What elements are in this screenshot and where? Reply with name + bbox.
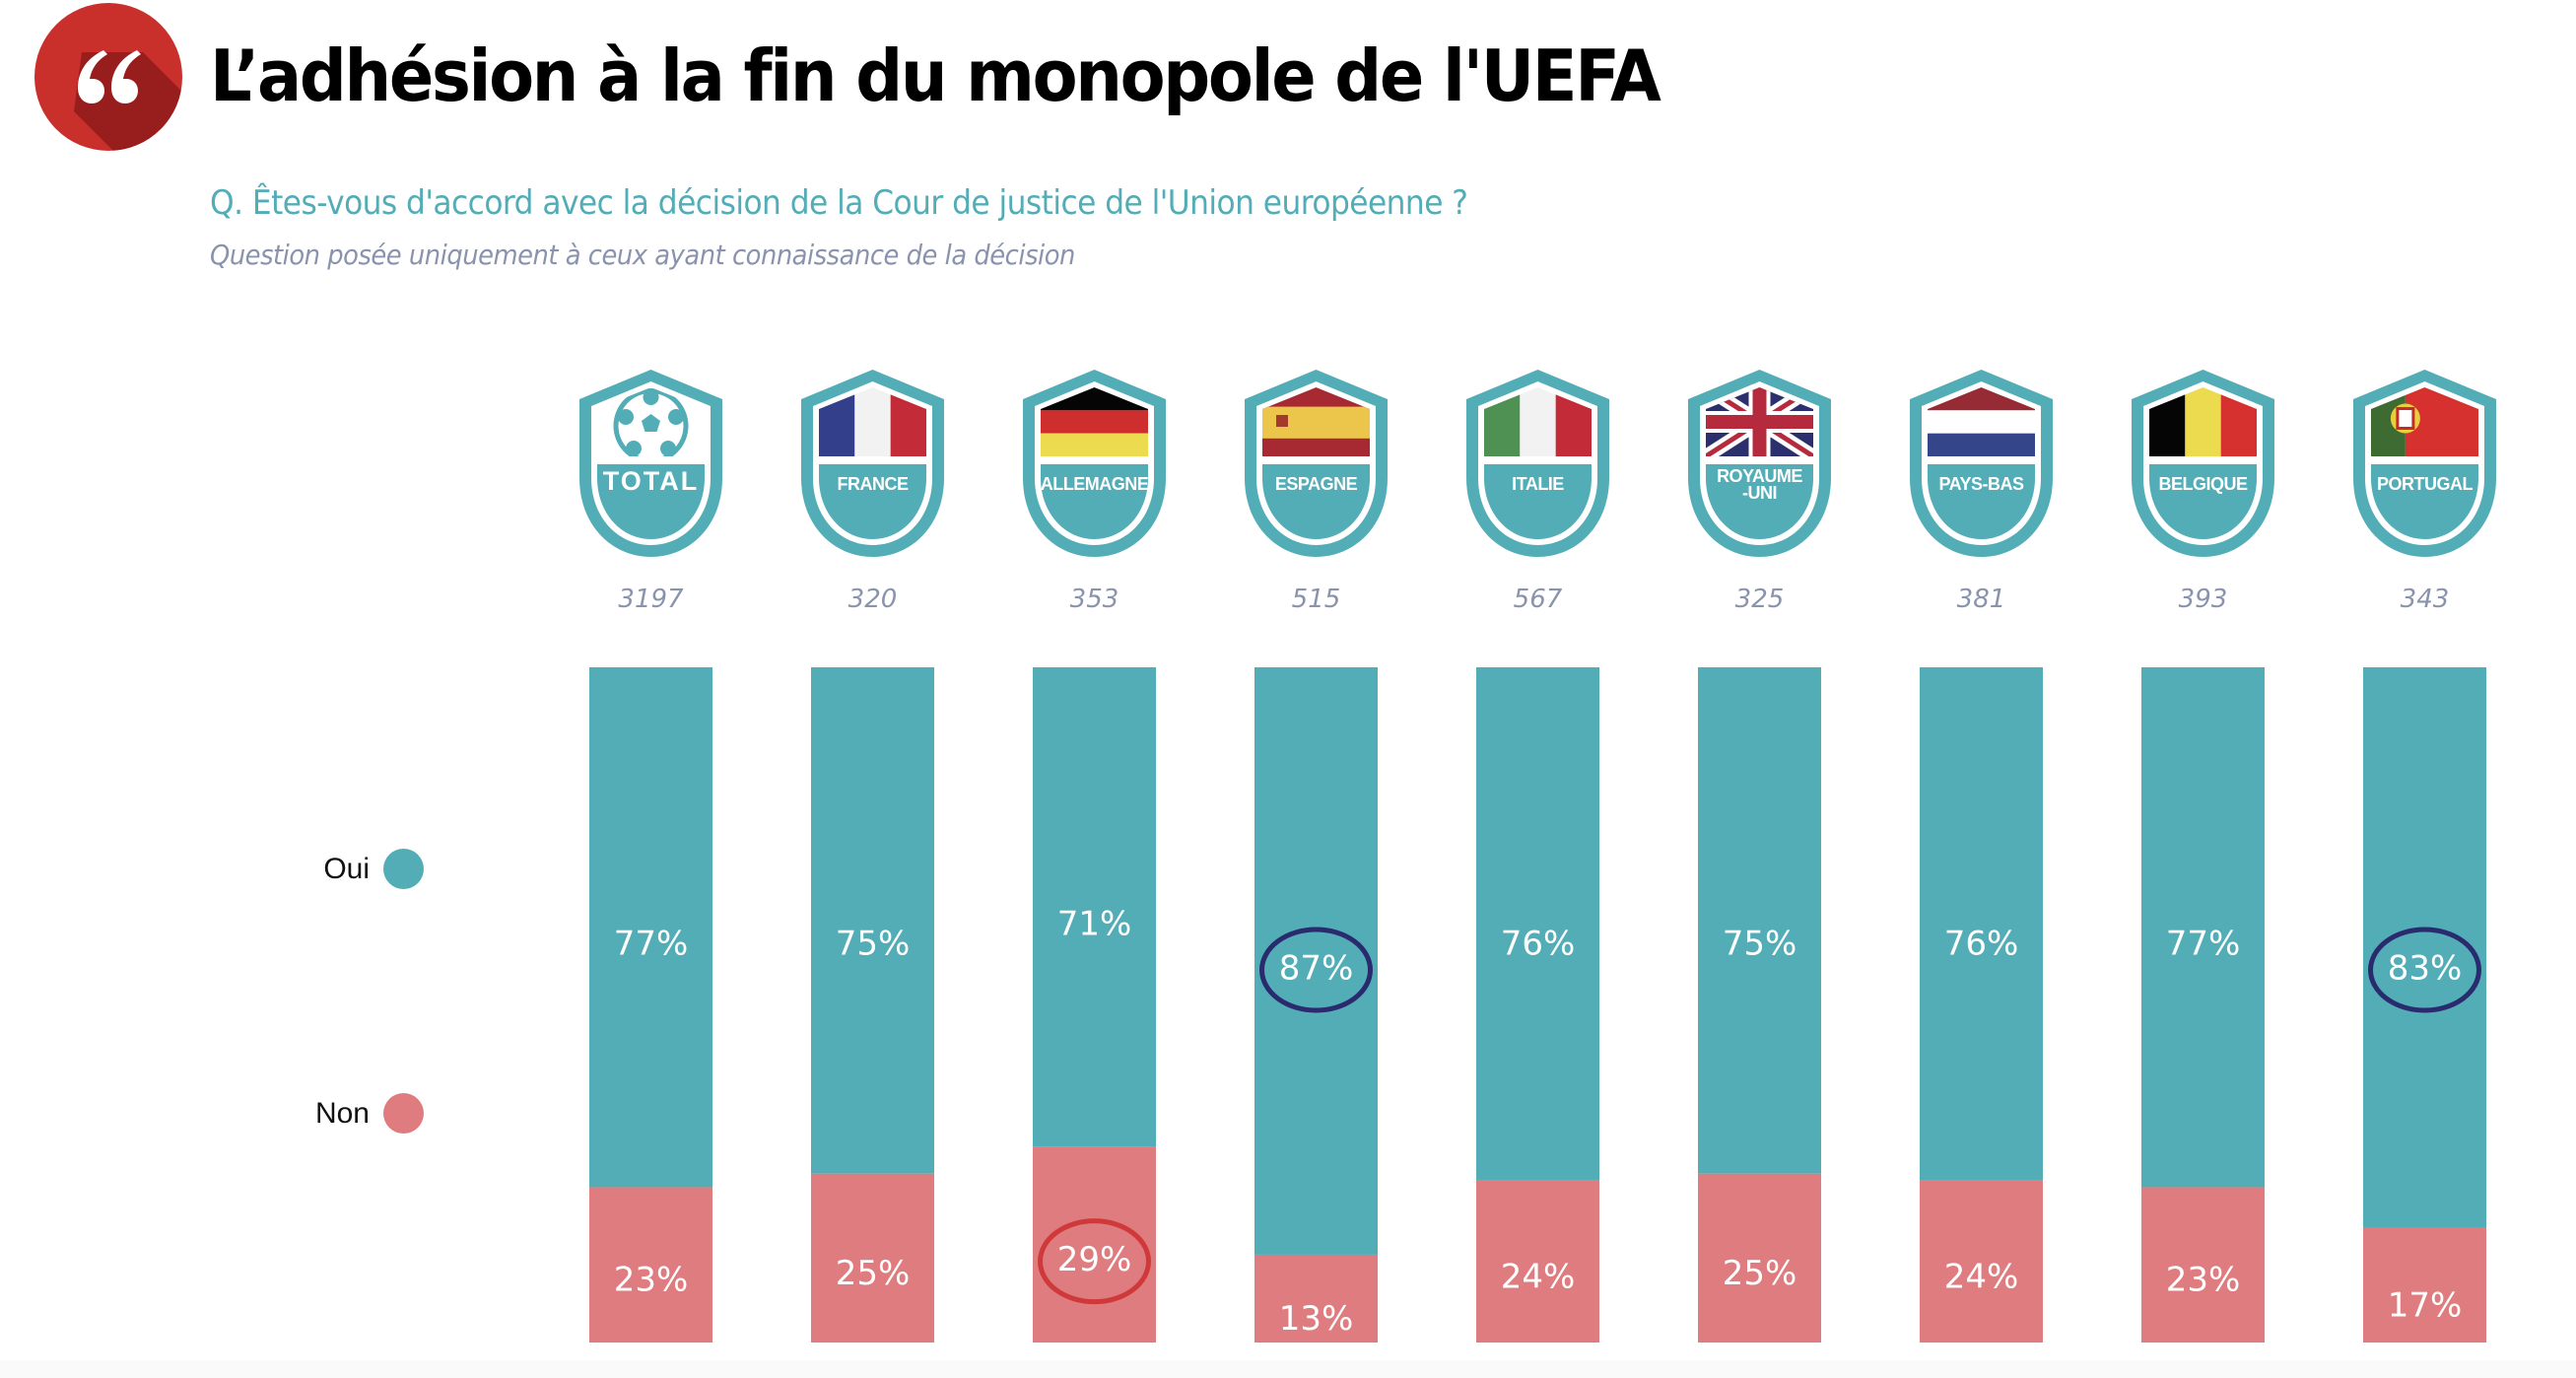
data-label-non: 17% [2388, 1285, 2463, 1325]
badge-label: ITALIE [1512, 474, 1564, 494]
data-label-oui: 76% [1944, 925, 2019, 964]
data-label-oui: 71% [1057, 905, 1132, 944]
data-label-non: 23% [614, 1261, 689, 1300]
data-label-oui: 77% [2166, 925, 2241, 964]
data-label-non: 24% [1944, 1257, 2019, 1296]
badge-label: PORTUGAL [2377, 474, 2474, 494]
sample-size-label: 3197 [618, 585, 684, 614]
spain-flag-icon [1262, 387, 1370, 456]
legend-item-oui: Oui [323, 849, 424, 889]
bar-oui-total [589, 667, 712, 1188]
badge-label: ALLEMAGNE [1041, 474, 1149, 494]
badge-label: BELGIQUE [2158, 474, 2248, 494]
badge-espagne: ESPAGNE [1245, 370, 1388, 557]
data-label-non: 13% [1279, 1299, 1354, 1339]
highlight-circle [1038, 1218, 1151, 1305]
bar-non-france [811, 1173, 934, 1343]
bar-non-portugal [2363, 1227, 2486, 1343]
bar-oui-allemagne [1033, 667, 1156, 1147]
legend-item-non: Non [315, 1093, 424, 1134]
germany-flag-icon [1041, 387, 1148, 456]
bar-oui-pays-bas [1920, 667, 2043, 1181]
sample-size-label: 343 [2401, 585, 2450, 614]
bar-oui-belgique [2141, 667, 2265, 1188]
france-flag-icon [819, 387, 926, 456]
data-label-non: 25% [1723, 1254, 1797, 1293]
badge-italie: ITALIE [1466, 370, 1609, 557]
bar-oui-espagne [1254, 667, 1378, 1255]
sample-size-label: 515 [1292, 585, 1341, 614]
sample-size-label: 381 [1957, 585, 2006, 614]
badge-belgique: BELGIQUE [2132, 370, 2274, 557]
data-label-oui: 87% [1279, 949, 1354, 989]
badge-france: FRANCE [801, 370, 944, 557]
legend-label-non: Non [314, 1096, 370, 1130]
bar-non-belgique [2141, 1187, 2265, 1343]
sample-size-label: 320 [848, 585, 898, 614]
bar-oui-portugal [2363, 667, 2486, 1228]
badge-total: TOTAL [579, 370, 722, 557]
sample-size-label: 567 [1514, 585, 1563, 614]
legend-dot-oui [383, 849, 424, 889]
legend-label-oui: Oui [323, 852, 370, 885]
data-label-non: 24% [1501, 1257, 1576, 1296]
data-label-oui: 83% [2388, 949, 2463, 989]
bottom-strip [0, 1360, 2576, 1378]
bar-non-royaume-uni [1698, 1173, 1821, 1343]
highlight-circle [1259, 927, 1373, 1013]
bar-non-espagne [1254, 1254, 1378, 1343]
badge-portugal: PORTUGAL [2353, 370, 2496, 557]
data-label-non: 25% [836, 1254, 911, 1293]
badge-royaume-uni: ROYAUME-UNI [1688, 370, 1831, 557]
sample-size-label: 353 [1070, 585, 1119, 614]
bar-oui-france [811, 667, 934, 1174]
data-label-non: 29% [1057, 1240, 1132, 1279]
bar-non-italie [1476, 1180, 1599, 1343]
badge-allemagne: ALLEMAGNE [1023, 370, 1166, 557]
badge-label: ROYAUME [1717, 466, 1802, 486]
badge-label: FRANCE [838, 474, 909, 494]
data-label-oui: 76% [1501, 925, 1576, 964]
badge-label: TOTAL [603, 466, 700, 496]
data-label-oui: 75% [1723, 925, 1797, 964]
badge-label: ESPAGNE [1275, 474, 1358, 494]
highlight-circle [2368, 927, 2481, 1013]
data-label-oui: 77% [614, 925, 689, 964]
bar-oui-italie [1476, 667, 1599, 1181]
badge-pays-bas: PAYS-BAS [1910, 370, 2053, 557]
data-label-non: 23% [2166, 1261, 2241, 1300]
portugal-flag-icon [2371, 387, 2478, 456]
sample-size-label: 393 [2179, 585, 2228, 614]
question-text: Q. Êtes-vous d'accord avec la décision d… [210, 183, 1468, 223]
sample-size-label: 325 [1735, 585, 1785, 614]
bar-non-pays-bas [1920, 1180, 2043, 1343]
bar-non-total [589, 1187, 712, 1343]
question-note: Question posée uniquement à ceux ayant c… [210, 239, 1075, 271]
quote-logo-icon [34, 3, 182, 151]
football-flag-icon [597, 388, 705, 456]
bar-non-allemagne [1033, 1146, 1156, 1343]
data-label-oui: 75% [836, 925, 911, 964]
legend-dot-non [383, 1093, 424, 1134]
page-title: L’adhésion à la fin du monopole de l'UEF… [210, 34, 1661, 117]
bar-oui-royaume-uni [1698, 667, 1821, 1174]
badge-label: PAYS-BAS [1938, 474, 2024, 494]
badge-label: -UNI [1742, 483, 1777, 503]
